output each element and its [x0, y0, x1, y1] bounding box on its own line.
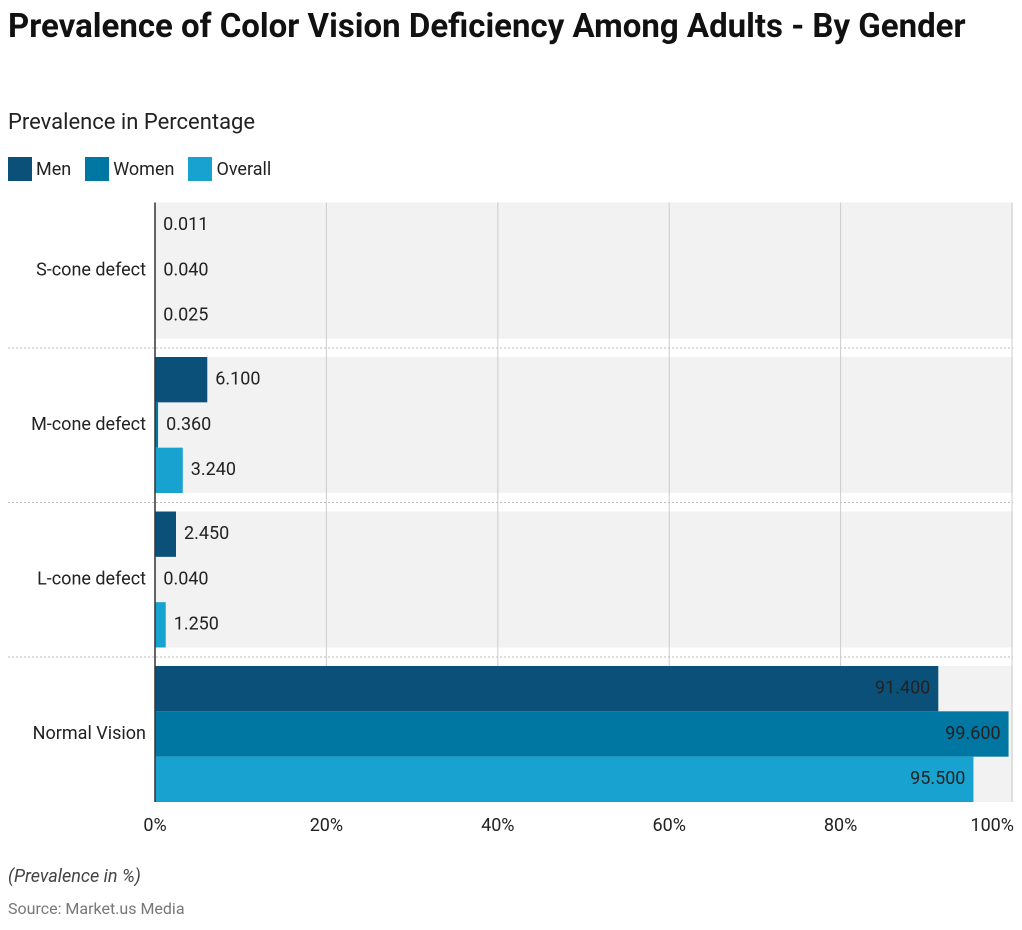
data-label: 1.250	[174, 614, 219, 635]
legend-label: Women	[113, 158, 175, 180]
legend-swatch	[8, 157, 32, 181]
x-tick-label: 60%	[652, 815, 685, 836]
source: Source: Market.us Media	[8, 899, 185, 918]
x-tick-label: 80%	[824, 815, 857, 836]
x-tick-label: 40%	[481, 815, 514, 836]
bar	[155, 756, 974, 802]
legend-item: Overall	[188, 157, 271, 181]
x-tick-label: 20%	[310, 815, 343, 836]
bar	[155, 711, 1009, 757]
data-label: 91.400	[875, 677, 930, 698]
bar	[155, 402, 159, 448]
band-background	[155, 511, 1013, 648]
data-label: 95.500	[910, 768, 965, 789]
y-tick-label: L-cone defect	[37, 568, 146, 589]
data-label: 3.240	[191, 459, 236, 480]
data-label: 6.100	[215, 368, 260, 389]
bar	[155, 666, 939, 712]
data-label: 0.040	[163, 568, 208, 589]
x-tick-label: 0%	[143, 815, 166, 836]
band-background	[155, 202, 1013, 339]
legend-item: Men	[8, 157, 71, 181]
legend: Men Women Overall	[8, 157, 271, 181]
data-label: 0.011	[163, 214, 208, 235]
y-tick-label: S-cone defect	[36, 259, 146, 280]
legend-item: Women	[85, 157, 174, 181]
bar	[155, 447, 183, 493]
chart-title: Prevalence of Color Vision Deficiency Am…	[8, 7, 966, 46]
data-label: 2.450	[184, 523, 229, 544]
bar	[155, 602, 166, 648]
y-tick-label: M-cone defect	[31, 414, 146, 435]
data-label: 0.025	[163, 305, 208, 326]
bar	[155, 357, 208, 403]
bar	[155, 511, 176, 557]
note: (Prevalence in %)	[8, 866, 141, 887]
legend-swatch	[85, 157, 110, 181]
data-label: 0.360	[166, 414, 211, 435]
x-tick-label: 100%	[970, 815, 1014, 836]
chart-subtitle: Prevalence in Percentage	[8, 110, 256, 135]
legend-label: Men	[36, 158, 72, 180]
data-label: 99.600	[945, 723, 1000, 744]
y-tick-label: Normal Vision	[33, 723, 146, 744]
legend-swatch	[188, 157, 213, 181]
legend-label: Overall	[216, 158, 272, 180]
data-label: 0.040	[163, 259, 208, 280]
band-background	[155, 357, 1013, 493]
